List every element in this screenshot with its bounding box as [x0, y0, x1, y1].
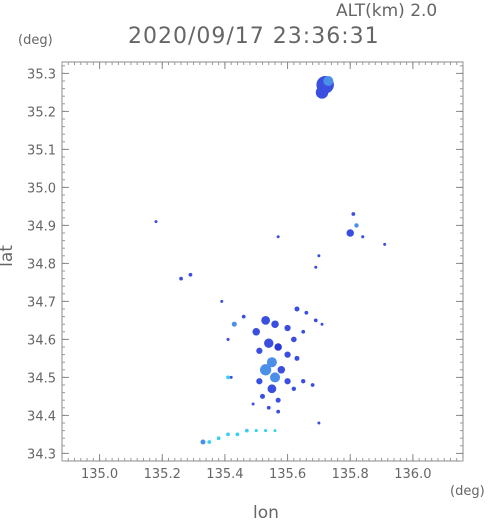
echo-cell [294, 355, 300, 361]
echo-cell [241, 314, 246, 319]
echo-cell [276, 409, 281, 414]
echo-cell [256, 378, 263, 385]
axis-ticks: 135.0 135.2 135.4 135.6 135.8 136.0 34.3 34.4 34… [27, 62, 464, 482]
y-unit-label: (deg) [18, 33, 53, 48]
echo-cell [264, 429, 268, 433]
echo-cell [354, 223, 359, 228]
echo-cell [320, 322, 324, 326]
echo-cells [154, 75, 387, 445]
echo-cell [235, 432, 240, 437]
x-tick-label: 135.0 [81, 467, 118, 482]
echo-cell [314, 265, 318, 269]
y-tick-label: 34.6 [27, 333, 56, 348]
echo-cell [383, 242, 387, 246]
echo-cell [301, 329, 306, 334]
echo-cell [310, 383, 315, 387]
y-tick-label: 34.7 [27, 295, 56, 310]
y-tick-label: 35.0 [27, 181, 56, 196]
echo-cell [301, 379, 306, 384]
echo-cell [304, 310, 309, 315]
echo-cell [254, 429, 258, 433]
echo-cell [323, 75, 334, 87]
echo-cell [251, 402, 255, 406]
echo-cell [266, 357, 277, 368]
echo-cell [229, 375, 233, 379]
echo-cell [267, 384, 277, 394]
x-tick-label: 136.0 [394, 467, 431, 482]
echo-cell [220, 299, 224, 303]
echo-cell [275, 397, 281, 403]
echo-cell [154, 220, 158, 224]
echo-cell [284, 378, 291, 385]
echo-cell [361, 235, 365, 239]
altitude-label: ALT(km) 2.0 [336, 1, 438, 21]
echo-cell [244, 428, 249, 433]
echo-cell [259, 393, 266, 399]
y-tick-label: 34.3 [27, 447, 56, 462]
echo-cell [231, 321, 237, 327]
x-tick-label: 135.4 [206, 467, 243, 482]
echo-cell [259, 364, 272, 376]
echo-cell [291, 336, 297, 343]
y-tick-label: 34.5 [27, 371, 56, 386]
echo-cell [216, 436, 221, 441]
echo-cell [266, 405, 271, 410]
echo-cell [351, 212, 356, 216]
y-tick-label: 35.1 [27, 143, 56, 158]
x-unit-label: (deg) [450, 484, 485, 499]
datetime-title: 2020/09/17 23:36:31 [128, 24, 380, 49]
echo-cell [226, 375, 230, 380]
y-tick-label: 35.3 [27, 67, 56, 82]
echo-cell [284, 324, 291, 332]
echo-cell [317, 254, 321, 258]
echo-cell [226, 337, 230, 341]
echo-cell [274, 343, 282, 351]
y-tick-label: 35.2 [27, 105, 56, 120]
echo-cell [284, 351, 291, 358]
echo-cell [315, 86, 329, 99]
echo-cell [276, 235, 280, 239]
echo-cell [270, 372, 281, 383]
y-tick-label: 34.8 [27, 257, 56, 272]
echo-cell [273, 429, 277, 433]
echo-cell [200, 439, 206, 445]
echo-cell [277, 366, 286, 374]
x-tick-label: 135.8 [332, 467, 369, 482]
echo-cell [252, 328, 260, 336]
echo-cell [317, 421, 321, 425]
echo-cell [271, 320, 279, 328]
x-tick-label: 135.2 [144, 467, 181, 482]
echo-cell [256, 347, 263, 354]
x-tick-label: 135.6 [269, 467, 306, 482]
echo-cell [207, 440, 212, 444]
y-tick-label: 34.4 [27, 409, 56, 424]
echo-cell [313, 318, 318, 323]
echo-cell [226, 432, 230, 437]
echo-cell [188, 272, 193, 277]
echo-cell [346, 229, 354, 237]
echo-cell [261, 316, 271, 325]
echo-cell [291, 386, 297, 391]
plot-frame [61, 61, 464, 462]
echo-cell [264, 338, 274, 348]
echo-cell [179, 276, 183, 281]
x-axis-label: lon [253, 503, 279, 523]
echo-cell [294, 306, 300, 312]
y-tick-label: 34.9 [27, 219, 56, 234]
